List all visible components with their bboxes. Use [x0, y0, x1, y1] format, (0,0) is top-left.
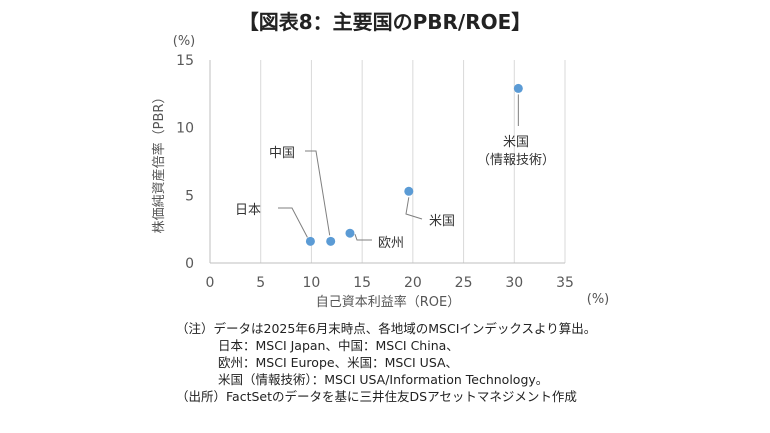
y-unit-label: (%) — [173, 34, 196, 49]
x-tick-label: 15 — [353, 275, 371, 291]
data-point — [345, 228, 355, 238]
y-tick-label: 0 — [185, 256, 194, 272]
data-point — [404, 186, 414, 196]
leader-line — [278, 207, 308, 238]
grid-lines — [260, 60, 566, 263]
data-point — [305, 236, 315, 246]
x-tick-label: 25 — [455, 275, 473, 291]
x-tick-label: 0 — [206, 275, 215, 291]
x-unit-label: (%) — [587, 292, 610, 307]
note-line: 日本：MSCI Japan、中国：MSCI China、 — [218, 338, 459, 353]
axes — [209, 60, 565, 264]
point-label: 欧州 — [378, 236, 404, 251]
notes-block: （注）データは2025年6月末時点、各地域のMSCIインデックスより算出。 日本… — [176, 320, 596, 405]
leader-line — [354, 234, 372, 241]
note-line: 欧州：MSCI Europe、米国：MSCI USA、 — [218, 355, 459, 370]
point-label: 米国 — [429, 214, 455, 229]
y-axis-label: 株価純資産倍率（PBR） — [151, 91, 167, 234]
y-tick-label: 10 — [176, 121, 194, 137]
y-tick-label: 15 — [176, 53, 194, 69]
leader-line — [305, 150, 331, 236]
x-tick-label: 20 — [404, 275, 422, 291]
point-label: 日本 — [235, 203, 261, 218]
x-tick-label: 5 — [256, 275, 265, 291]
x-axis-label: 自己資本利益率（ROE） — [316, 294, 460, 310]
y-tick-label: 5 — [185, 188, 194, 204]
leader-line — [405, 197, 423, 220]
data-points — [305, 83, 523, 246]
point-label: 米国（情報技術） — [477, 135, 555, 168]
x-tick-label: 30 — [505, 275, 523, 291]
x-tick-label: 10 — [303, 275, 321, 291]
point-label: 中国 — [269, 146, 295, 161]
chart-title: 【図表8：主要国のPBR/ROE】 — [238, 10, 532, 34]
tick-labels: 0 5 10 15 20 25 30 35 0 5 10 15 — [176, 53, 574, 291]
leader-lines — [278, 94, 519, 241]
data-point — [513, 83, 523, 93]
note-line: （注）データは2025年6月末時点、各地域のMSCIインデックスより算出。 — [176, 321, 597, 336]
source-line: （出所）FactSetのデータを基に三井住友DSアセットマネジメント作成 — [176, 389, 577, 404]
x-tick-label: 35 — [556, 275, 574, 291]
note-line: 米国（情報技術）：MSCI USA/Information Technology… — [218, 372, 549, 387]
data-point — [326, 236, 336, 246]
